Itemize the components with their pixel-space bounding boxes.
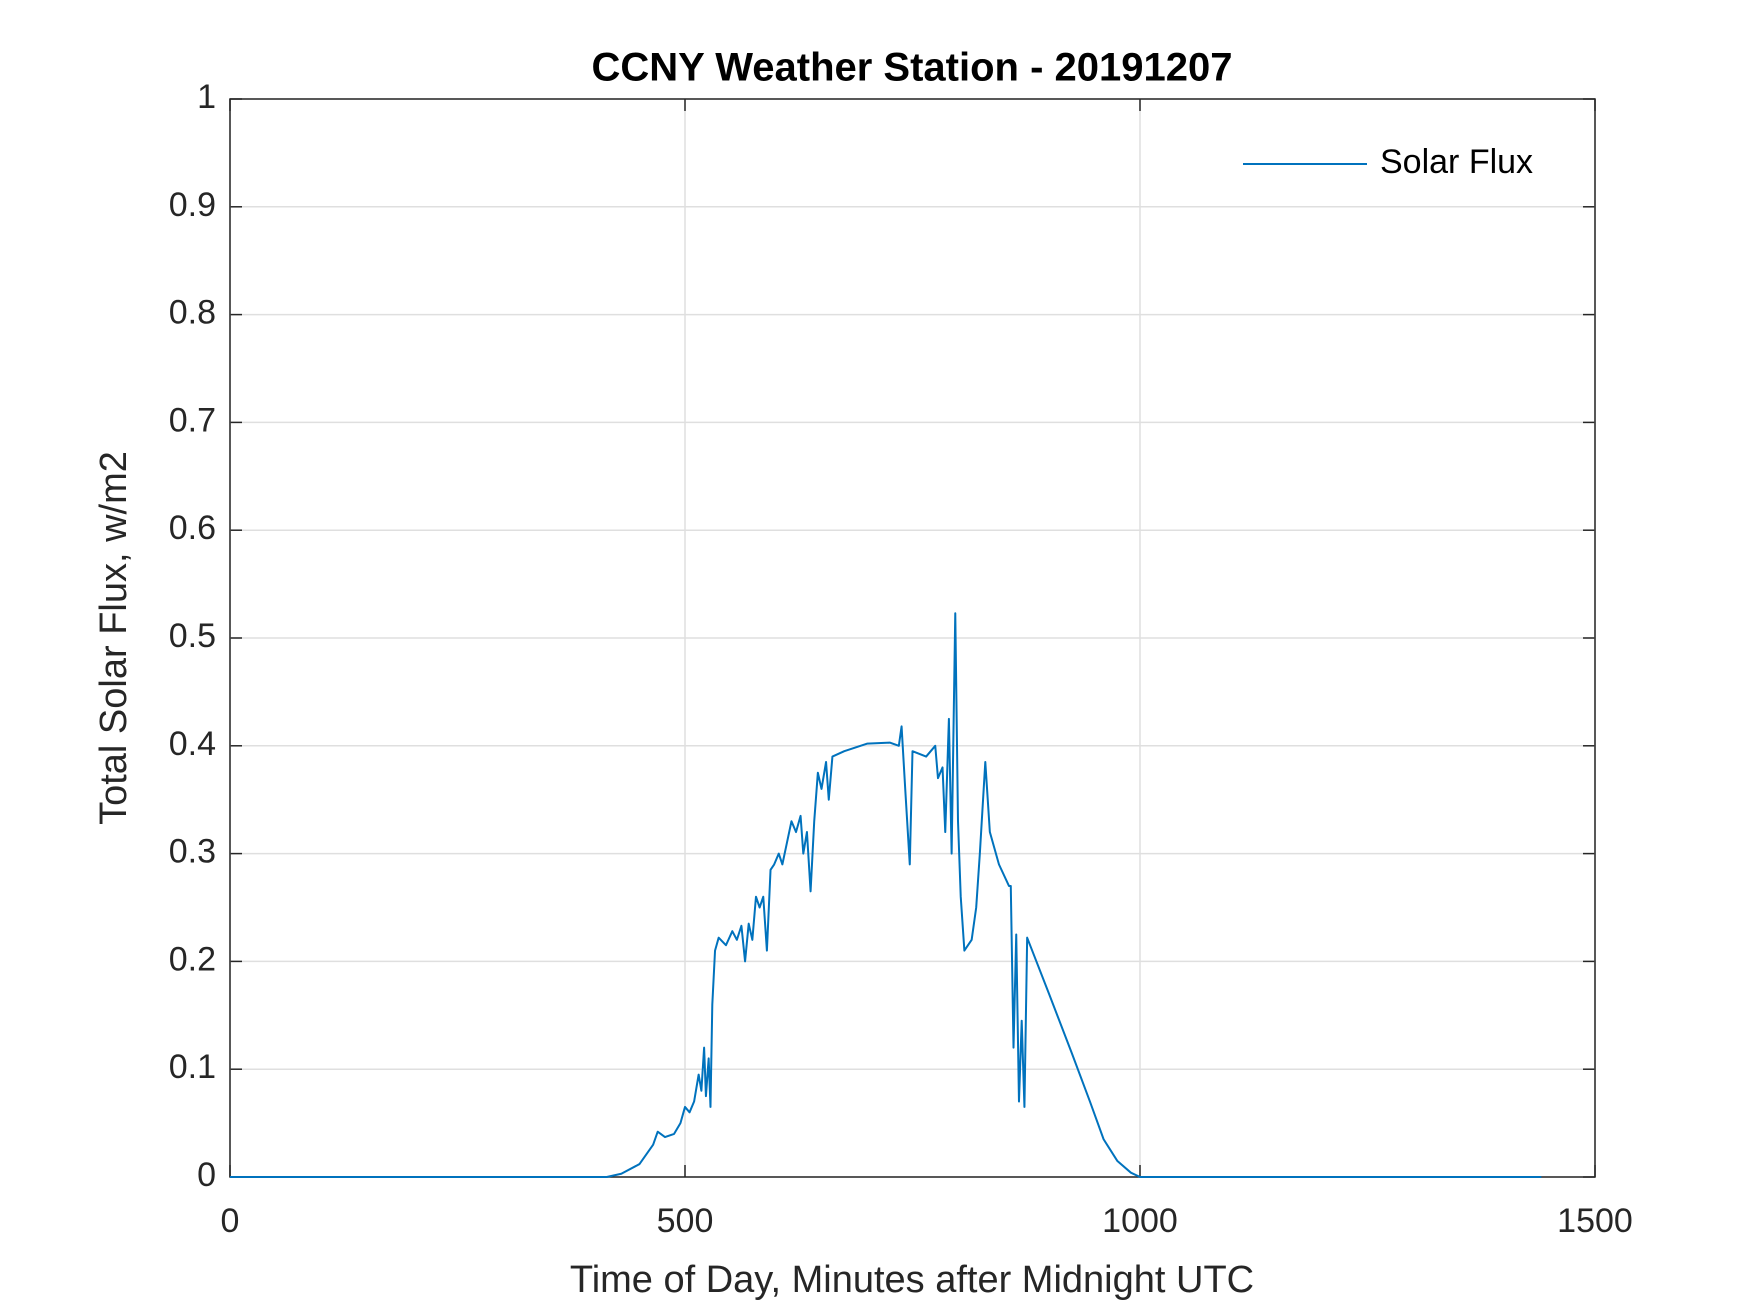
y-tick-label: 0.9: [169, 186, 216, 224]
y-tick-label: 0.1: [169, 1048, 216, 1086]
x-tick-label: 0: [221, 1202, 240, 1240]
chart-title: CCNY Weather Station - 20191207: [592, 46, 1233, 90]
x-tick-label: 500: [657, 1202, 714, 1240]
x-tick-label: 1000: [1102, 1202, 1178, 1240]
y-tick-label: 0.4: [169, 725, 216, 763]
y-tick-label: 0: [197, 1156, 216, 1194]
y-tick-label: 0.7: [169, 401, 216, 439]
y-tick-label: 0.6: [169, 509, 216, 547]
y-tick-label: 0.5: [169, 617, 216, 655]
data-line: [230, 612, 1542, 1178]
x-axis-label: Time of Day, Minutes after Midnight UTC: [570, 1259, 1254, 1301]
plot-frame: [229, 98, 1596, 1178]
y-tick-label: 0.3: [169, 833, 216, 871]
x-tick-label: 1500: [1557, 1202, 1633, 1240]
y-tick-label: 0.2: [169, 940, 216, 978]
y-tick-label: 0.8: [169, 294, 216, 332]
y-tick-label: 1: [197, 78, 216, 116]
legend-label: Solar Flux: [1380, 143, 1533, 181]
y-axis-label: Total Solar Flux, w/m2: [93, 451, 135, 825]
